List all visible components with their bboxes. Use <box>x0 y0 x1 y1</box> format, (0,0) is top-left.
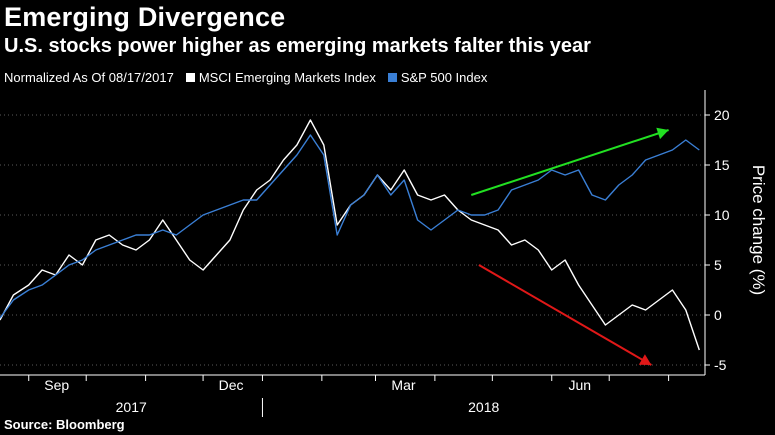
y-tick-label: 0 <box>714 307 722 323</box>
y-tick-label: 20 <box>714 107 730 123</box>
y-tick-label: -5 <box>714 357 727 373</box>
chart-title: Emerging Divergence <box>4 2 286 32</box>
x-tick-label: Sep <box>44 377 69 393</box>
y-tick-label: 5 <box>714 257 722 273</box>
chart-subtitle: U.S. stocks power higher as emerging mar… <box>4 35 591 57</box>
y-tick-label: 10 <box>714 207 730 223</box>
legend-item-msci: MSCI Emerging Markets Index <box>185 70 376 85</box>
legend-swatch-msci <box>185 73 195 82</box>
legend-label-msci: MSCI Emerging Markets Index <box>198 70 376 85</box>
series-line-sp500 <box>0 134 700 319</box>
annotation-arrow-red <box>478 264 652 366</box>
x-year-label: 2018 <box>468 399 499 415</box>
legend-swatch-sp500 <box>387 73 397 82</box>
axes: 20 15 10 5 0 -5 Price change (%) Sep Dec Mar Jun 20… <box>0 90 768 417</box>
y-tick-label: 15 <box>714 157 730 173</box>
legend-item-sp500: S&P 500 Index <box>387 70 488 85</box>
annotation-arrowhead-green <box>656 127 669 140</box>
y-axis-label: Price change (%) <box>749 165 768 295</box>
series-lines <box>0 119 700 351</box>
x-tick-label: Mar <box>391 377 415 393</box>
x-tick-label: Dec <box>219 377 244 393</box>
annotations <box>470 127 669 366</box>
legend-normalized-note: Normalized As Of 08/17/2017 <box>4 70 174 85</box>
legend-label-sp500: S&P 500 Index <box>400 70 488 85</box>
annotation-arrowhead-red <box>638 354 652 365</box>
legend-normalized-label: Normalized As Of 08/17/2017 <box>4 70 174 85</box>
x-tick-label: Jun <box>568 377 591 393</box>
legend: Normalized As Of 08/17/2017 MSCI Emergin… <box>4 70 487 85</box>
source-note: Source: Bloomberg <box>4 417 125 432</box>
x-year-label: 2017 <box>116 399 147 415</box>
grid <box>0 114 705 366</box>
annotation-arrow-green <box>470 129 669 196</box>
